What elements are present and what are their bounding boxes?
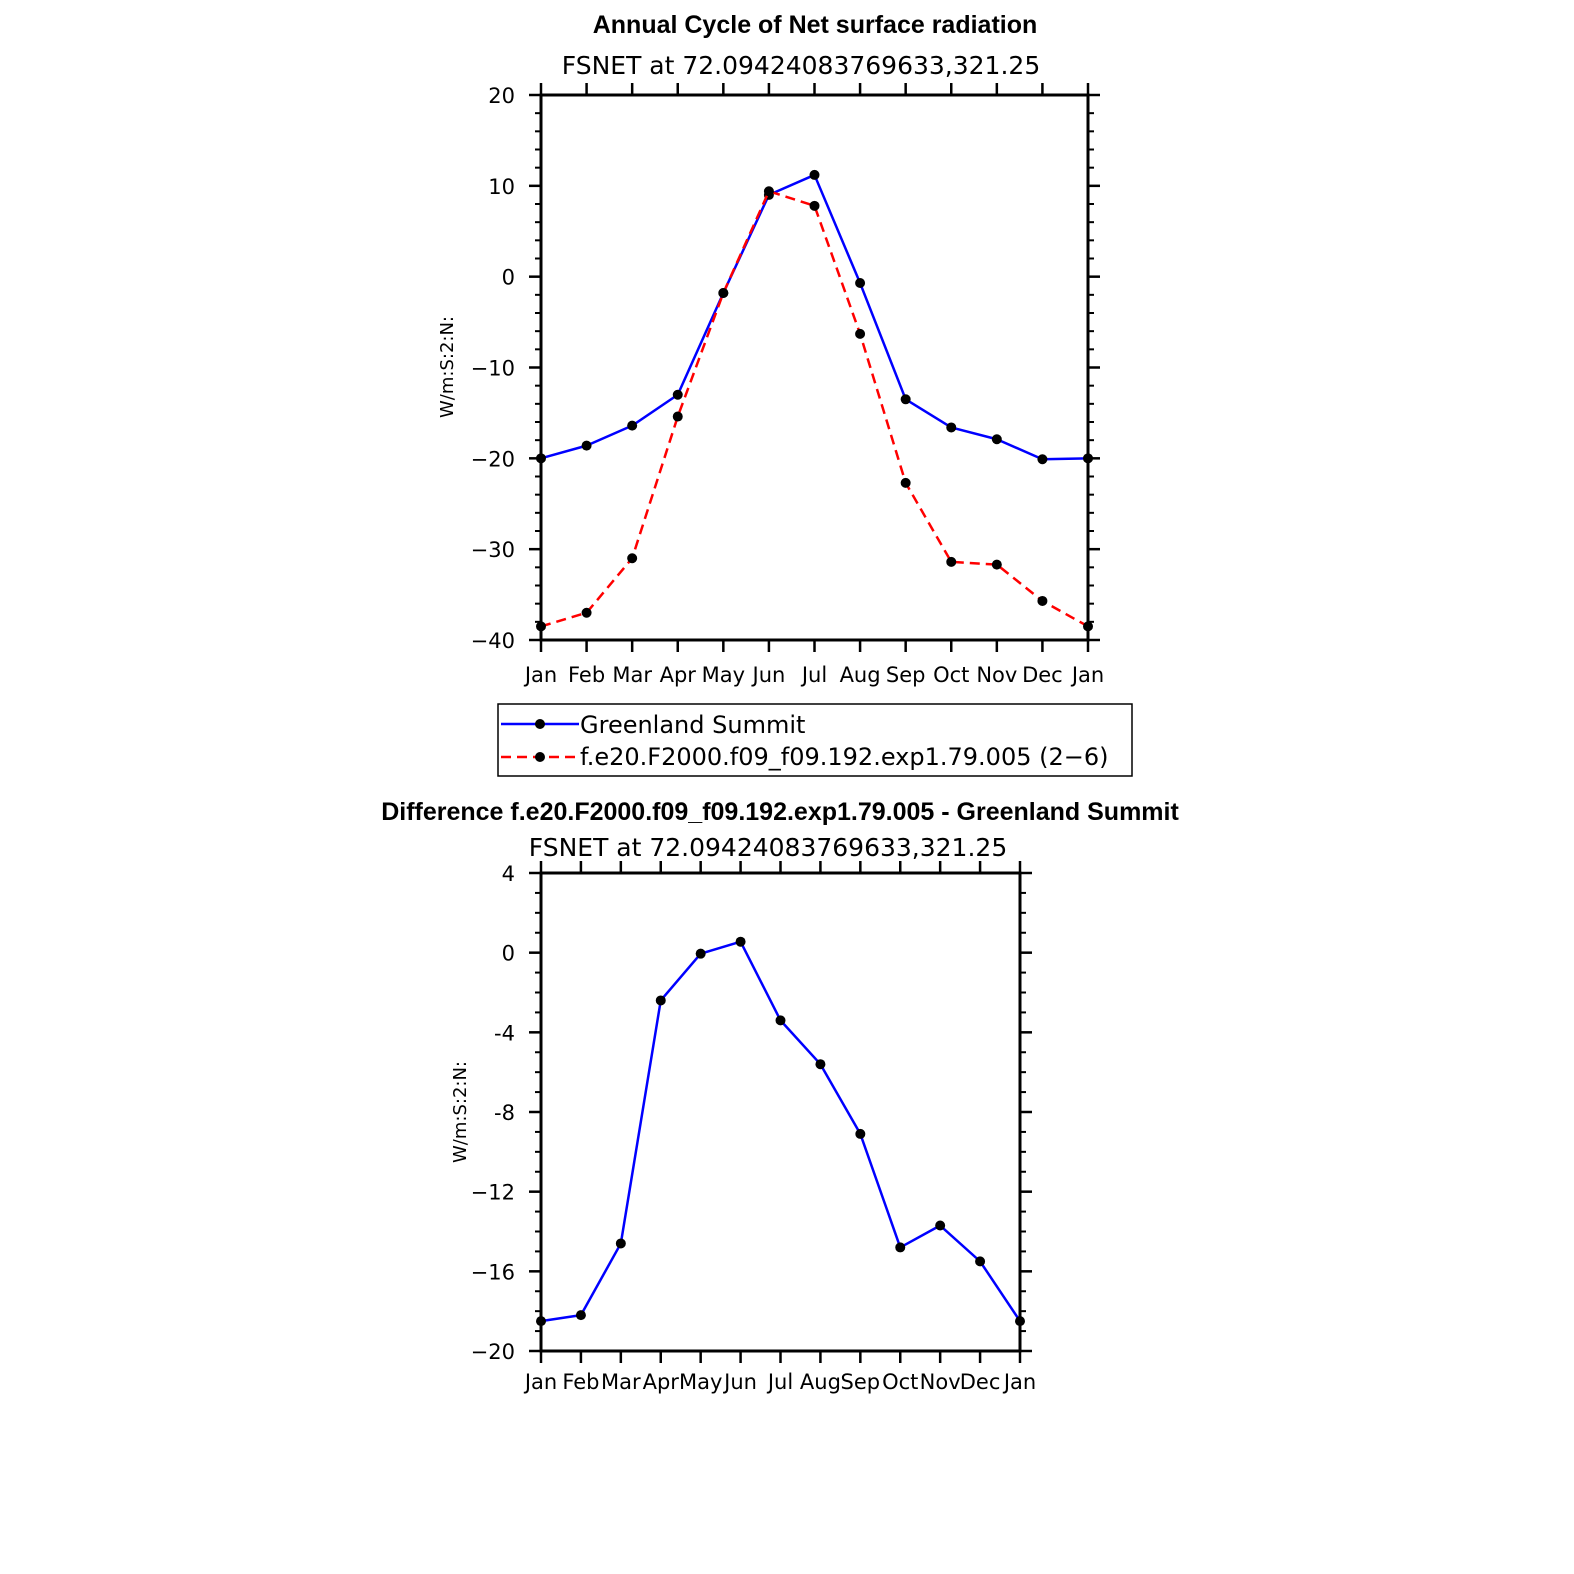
chart1-series-0-point [900, 394, 911, 405]
chart1-series-1-point [900, 477, 911, 488]
chart2-series-0-point [536, 1316, 546, 1327]
chart1-title: Annual Cycle of Net surface radiation [593, 11, 1038, 39]
chart1-series-1-point [536, 621, 546, 632]
chart2-series-0-point [775, 1015, 786, 1026]
chart1-xtick-label: Jan [523, 663, 557, 687]
chart2-series-0-point [935, 1220, 946, 1231]
chart1-series-0-point [946, 422, 957, 433]
chart2-xtick-label: Dec [960, 1370, 1001, 1394]
chart1-xtick-label: Mar [612, 663, 652, 687]
chart2-xtick-label: May [679, 1370, 722, 1394]
chart2-series-0-point [975, 1256, 986, 1267]
chart1-series-0-point [627, 420, 638, 431]
chart1-xtick-label: Dec [1022, 663, 1063, 687]
chart2-series-0-point [1015, 1316, 1025, 1327]
chart2-ytick-label: 4 [502, 862, 515, 886]
chart1-xtick-label: Apr [660, 663, 697, 687]
chart1-xtick-label: Aug [840, 663, 881, 687]
chart1-plot-area: −40 −30 −20 −10 0 10 20 Jan Feb Mar Apr May Jun Jul Au… [471, 83, 1104, 687]
chart1-ytick-label: 0 [502, 266, 515, 290]
chart2-ytick-label: −20 [471, 1340, 515, 1364]
chart1-ytick-label: −20 [471, 447, 515, 471]
chart1-series-1-point [809, 200, 820, 211]
chart2-xtick-label: Aug [800, 1370, 841, 1394]
chart2-ylabel: W/m:S:2:N: [450, 1061, 471, 1163]
chart1-series-1-point [581, 607, 592, 618]
legend-marker-greenland [535, 719, 545, 729]
chart2-xtick-label: Oct [882, 1370, 918, 1394]
chart2-ytick-label: -4 [494, 1021, 515, 1045]
chart1-xtick-label: Sep [886, 663, 926, 687]
chart1-series-0-point [991, 434, 1002, 445]
chart2-ytick-label: −16 [471, 1260, 515, 1284]
chart1-series-1-point [1037, 595, 1048, 606]
chart2-series-0-point [895, 1242, 906, 1253]
chart1-series-1-point [855, 328, 866, 339]
chart2-series-0-point [855, 1128, 866, 1139]
chart2-xtick-label: Jun [722, 1370, 757, 1394]
chart1-xtick-label: Jan [1070, 663, 1104, 687]
legend-label-model: f.e20.F2000.f09_f09.192.exp1.79.005 (2−6… [580, 743, 1108, 771]
chart1-ylabel: W/m:S:2:N: [437, 316, 458, 418]
chart2-ytick-label: 0 [502, 942, 515, 966]
legend-box [497, 703, 1133, 777]
legend-marker-model [535, 752, 545, 762]
chart2-xtick-label: Apr [643, 1370, 680, 1394]
chart2-title: Difference f.e20.F2000.f09_f09.192.exp1.… [381, 798, 1179, 826]
chart2-series-0-point [735, 936, 746, 947]
chart2-series-0-point [655, 995, 666, 1006]
chart2-xtick-label: Nov [920, 1370, 961, 1394]
chart1-xtick-label: Jul [800, 663, 827, 687]
chart1-ytick-label: −10 [471, 357, 515, 381]
chart1-series-1-point [672, 411, 683, 422]
chart2-series-0-point [695, 948, 706, 959]
chart2-xtick-label: Jul [766, 1370, 793, 1394]
chart1-xtick-label: Nov [976, 663, 1017, 687]
chart2-series-0-point [575, 1310, 586, 1321]
chart1-xtick-label: Oct [933, 663, 969, 687]
chart1-xtick-label: May [702, 663, 745, 687]
chart2-xtick-label: Mar [601, 1370, 641, 1394]
chart1-xtick-label: Feb [568, 663, 605, 687]
chart1-series-0-point [672, 389, 683, 400]
chart2-ytick-label: -8 [494, 1101, 515, 1125]
chart2-series-0-line [540, 940, 1022, 1323]
chart2-ytick-label: −12 [471, 1181, 515, 1205]
chart2-xtick-label: Feb [562, 1370, 599, 1394]
chart1-subtitle: FSNET at 72.09424083769633,321.25 [562, 51, 1040, 80]
chart1-series-1-point [763, 186, 774, 197]
legend-label-greenland: Greenland Summit [580, 711, 805, 739]
chart2-series-0-point [615, 1238, 626, 1249]
chart1-series-0-point [855, 278, 866, 289]
chart1-series-1-line [540, 190, 1089, 628]
chart1-series-0-point [1037, 454, 1048, 465]
chart1-ytick-label: −30 [471, 538, 515, 562]
chart1-series-0-point [536, 453, 546, 464]
chart1-series-0-point [809, 169, 820, 180]
chart1-ytick-label: −40 [471, 629, 515, 653]
chart1-series-0-point [1083, 453, 1093, 464]
chart2-xtick-label: Sep [841, 1370, 881, 1394]
chart1-xtick-label: Jun [751, 663, 786, 687]
chart2-subtitle: FSNET at 72.09424083769633,321.25 [529, 833, 1007, 862]
chart2-frame [539, 871, 1022, 1353]
chart2-xtick-label: Jan [523, 1370, 557, 1394]
chart1-series-0-point [581, 440, 592, 451]
chart1-legend: Greenland Summit f.e20.F2000.f09_f09.192… [497, 703, 1133, 777]
chart1-ytick-label: 10 [488, 175, 515, 199]
chart1-ytick-label: 20 [488, 84, 515, 108]
chart1-series-1-point [627, 553, 638, 564]
chart1-series-1-point [946, 556, 957, 567]
chart1-series-1-point [991, 559, 1002, 570]
chart1-series-1-point [718, 288, 729, 299]
chart1-series-1-point [1083, 621, 1093, 632]
chart1-series-0-line [540, 173, 1089, 461]
chart2-xtick-label: Jan [1002, 1370, 1036, 1394]
chart2-series-0-point [815, 1059, 826, 1070]
